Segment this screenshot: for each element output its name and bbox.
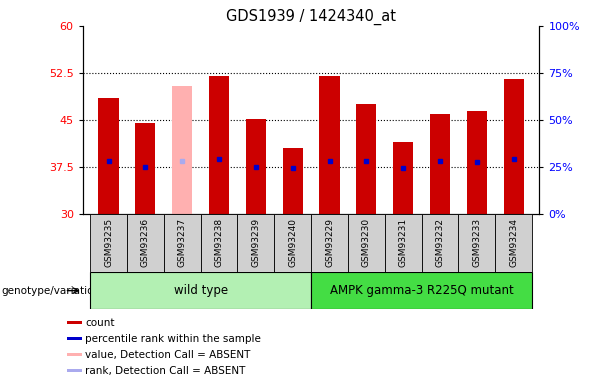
Text: GSM93239: GSM93239: [251, 218, 261, 267]
FancyBboxPatch shape: [164, 214, 200, 272]
Text: GSM93233: GSM93233: [473, 218, 481, 267]
FancyBboxPatch shape: [495, 214, 532, 272]
FancyBboxPatch shape: [459, 214, 495, 272]
Text: GSM93232: GSM93232: [435, 218, 444, 267]
Bar: [503, 80, 524, 214]
Text: GSM93235: GSM93235: [104, 218, 113, 267]
FancyBboxPatch shape: [422, 214, 459, 272]
Text: rank, Detection Call = ABSENT: rank, Detection Call = ABSENT: [85, 366, 246, 375]
Text: GSM93234: GSM93234: [509, 218, 518, 267]
Bar: [67, 337, 82, 340]
Bar: [67, 353, 82, 356]
Bar: [430, 114, 450, 214]
FancyBboxPatch shape: [237, 214, 274, 272]
Text: AMPK gamma-3 R225Q mutant: AMPK gamma-3 R225Q mutant: [330, 284, 514, 297]
Text: count: count: [85, 318, 115, 328]
Text: GSM93230: GSM93230: [362, 218, 371, 267]
Text: value, Detection Call = ABSENT: value, Detection Call = ABSENT: [85, 350, 251, 360]
FancyBboxPatch shape: [90, 272, 311, 309]
Text: GSM93229: GSM93229: [325, 218, 334, 267]
FancyBboxPatch shape: [127, 214, 164, 272]
Bar: [99, 98, 119, 214]
Text: GSM93231: GSM93231: [398, 218, 408, 267]
FancyBboxPatch shape: [200, 214, 237, 272]
Bar: [466, 111, 487, 214]
Bar: [356, 104, 376, 214]
Bar: [283, 148, 303, 214]
Bar: [209, 76, 229, 214]
Bar: [393, 142, 413, 214]
FancyBboxPatch shape: [348, 214, 385, 272]
Text: wild type: wild type: [173, 284, 227, 297]
FancyBboxPatch shape: [311, 272, 532, 309]
Bar: [172, 86, 192, 214]
Text: percentile rank within the sample: percentile rank within the sample: [85, 334, 261, 344]
Bar: [67, 369, 82, 372]
Text: genotype/variation: genotype/variation: [2, 286, 101, 296]
Text: GSM93237: GSM93237: [178, 218, 187, 267]
Bar: [67, 321, 82, 324]
Text: GSM93238: GSM93238: [215, 218, 224, 267]
Bar: [319, 76, 340, 214]
Bar: [246, 119, 266, 214]
FancyBboxPatch shape: [90, 214, 127, 272]
Bar: [135, 123, 156, 214]
FancyBboxPatch shape: [274, 214, 311, 272]
Title: GDS1939 / 1424340_at: GDS1939 / 1424340_at: [226, 9, 396, 25]
Text: GSM93236: GSM93236: [141, 218, 150, 267]
Text: GSM93240: GSM93240: [288, 218, 297, 267]
FancyBboxPatch shape: [385, 214, 422, 272]
FancyBboxPatch shape: [311, 214, 348, 272]
